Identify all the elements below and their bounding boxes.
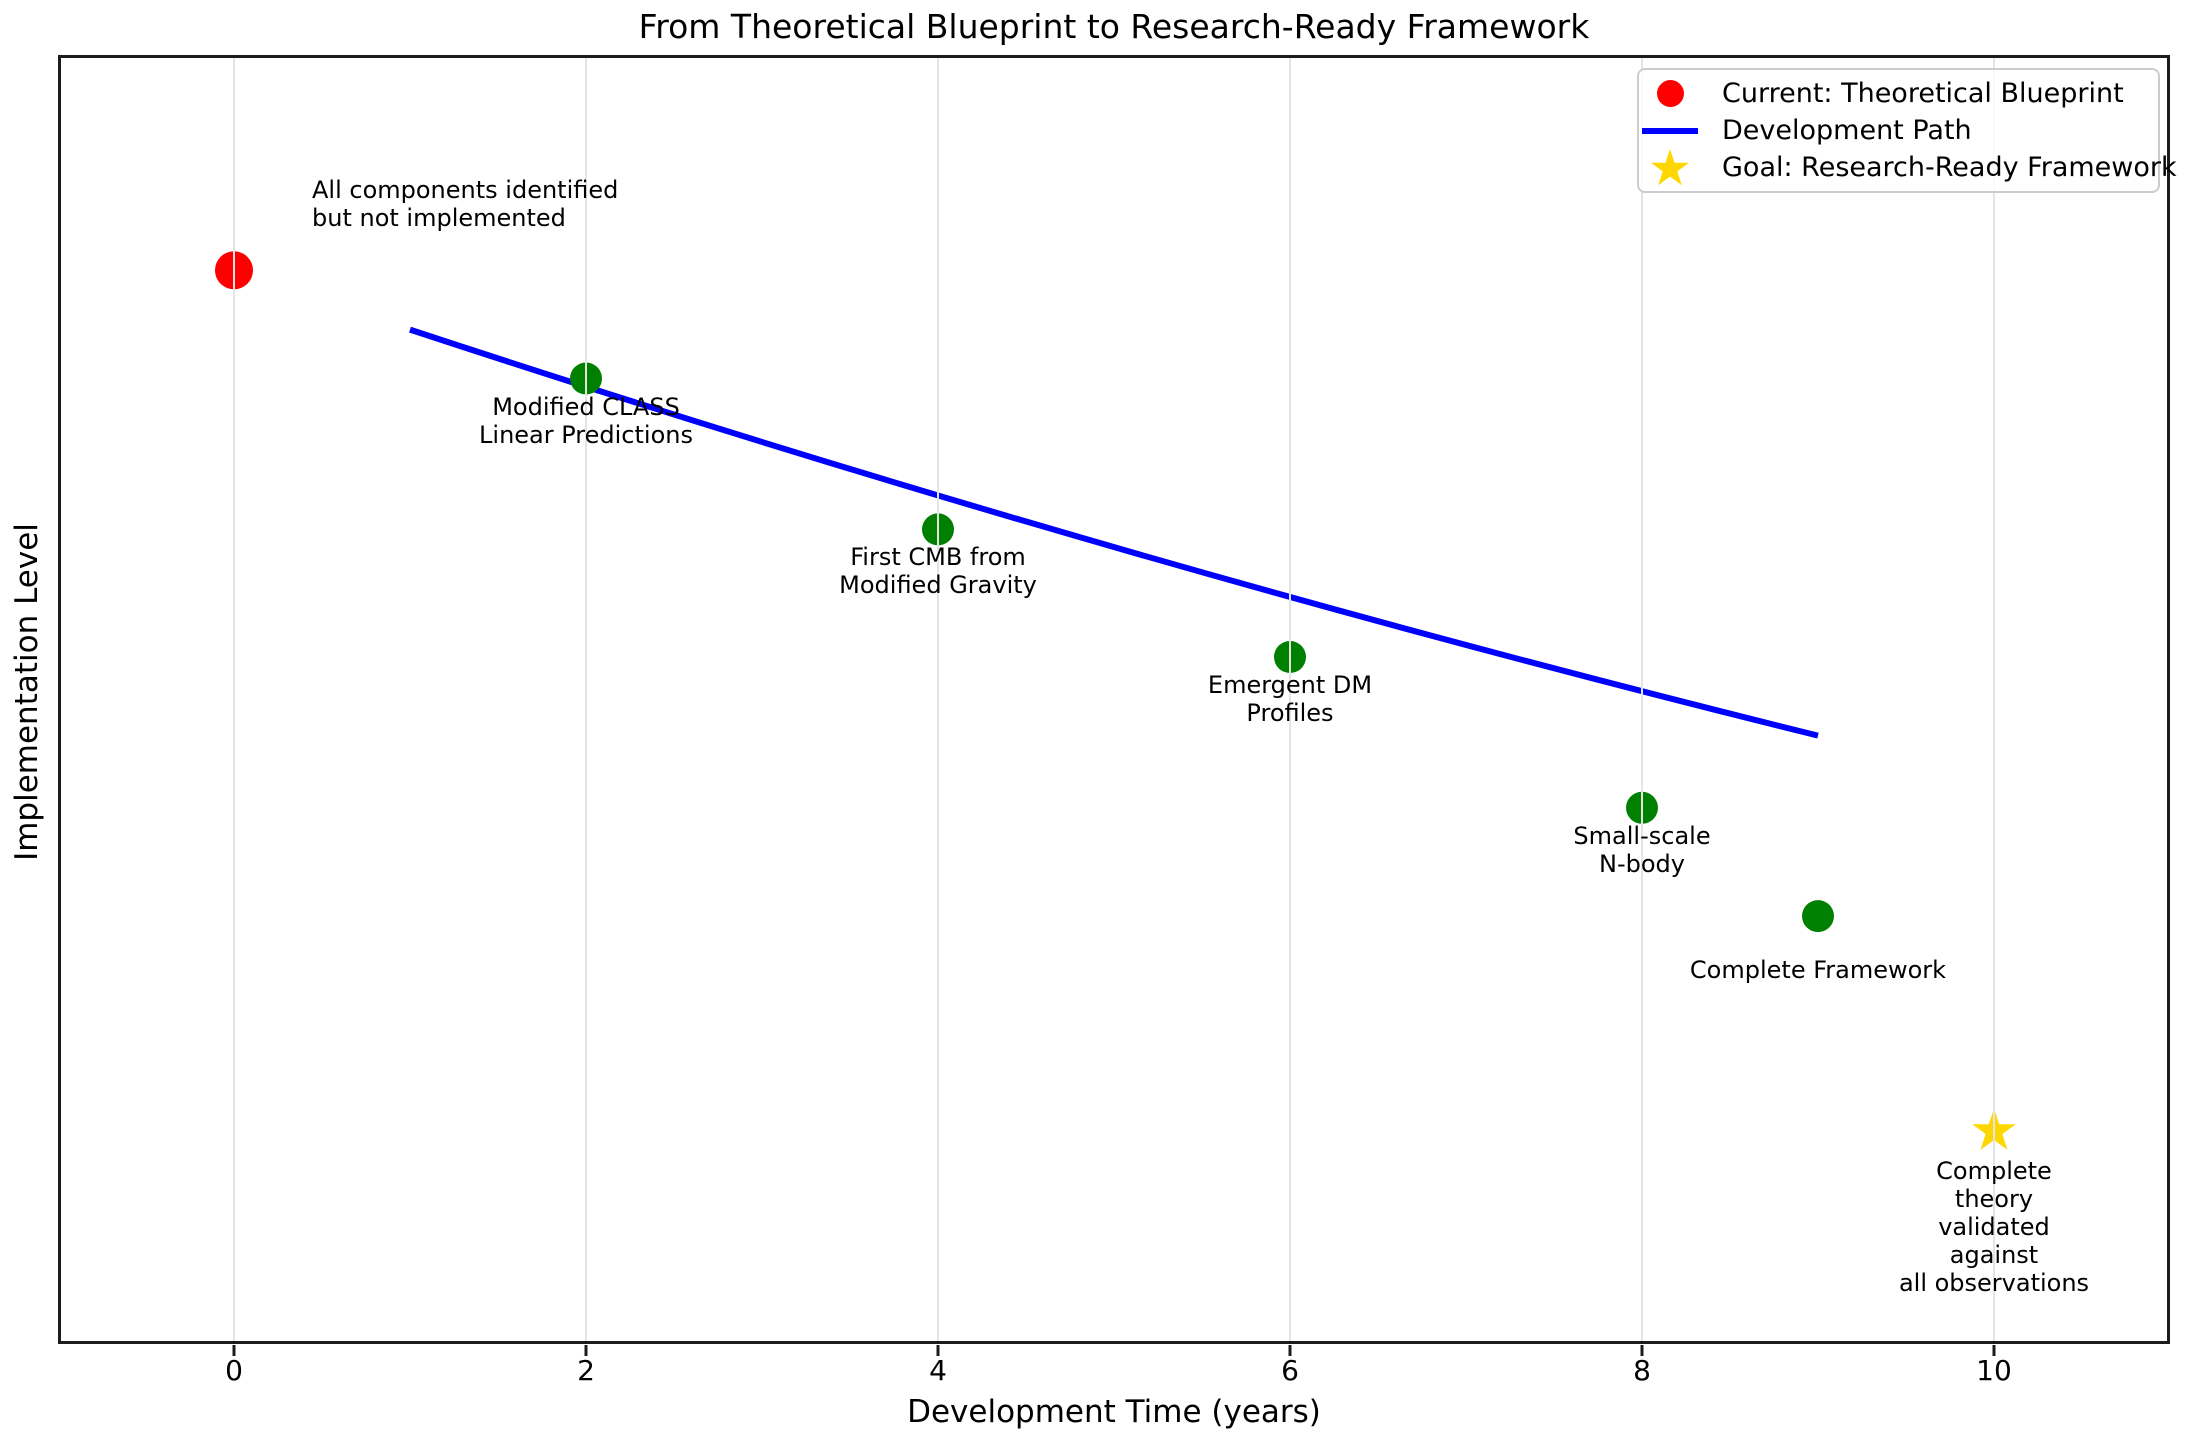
milestone-complete-framework-label: Complete Framework (1689, 956, 1947, 985)
legend: Current: Theoretical Blueprint Developmen… (1637, 68, 2177, 193)
milestone-first-cmb-label: First CMB from Modified Gravity (839, 543, 1037, 600)
x-tick-label-0: 0 (225, 1354, 243, 1387)
legend-entry-0: Current: Theoretical Blueprint (1639, 75, 2158, 112)
legend-current-dot-icon (1656, 80, 1684, 107)
legend-entry-2: Goal: Research-Ready Framework (1639, 148, 2177, 186)
x-tick-label-4: 4 (929, 1354, 947, 1387)
x-tick-label-8: 8 (1633, 1354, 1651, 1387)
milestone-complete-framework-marker (1802, 900, 1834, 933)
milestone-emergent-dm-label: Emergent DM Profiles (1207, 670, 1373, 727)
current-state-label: All components identified but not implem… (312, 176, 619, 233)
y-axis-label: Implementation Level (9, 523, 45, 861)
legend-path-line-icon (1642, 127, 1698, 134)
x-tick-label-10: 10 (1976, 1354, 2012, 1387)
star-shape (1651, 148, 1689, 185)
x-axis-label: Development Time (years) (907, 1394, 1321, 1430)
legend-goal-star-icon (1651, 148, 1689, 185)
milestone-modified-class-label: Modified CLASS Linear Predictions (479, 392, 693, 449)
goal-state-label: Complete theory validated against all ob… (1898, 1157, 2090, 1298)
development-path-line (409, 326, 1819, 739)
legend-entry-label: Goal: Research-Ready Framework (1722, 152, 2177, 183)
legend-entry-label: Current: Theoretical Blueprint (1722, 78, 2124, 109)
x-tick-label-6: 6 (1281, 1354, 1299, 1387)
plot-frame (58, 55, 2170, 1344)
x-tick-label-2: 2 (577, 1354, 595, 1387)
legend-entry-label: Development Path (1722, 115, 1972, 146)
milestone-small-scale-nbody-label: Small-scale N-body (1573, 821, 1711, 878)
legend-marker-circle (1639, 80, 1701, 107)
legend-entry-1: Development Path (1639, 112, 2158, 149)
chart-title: From Theoretical Blueprint to Research-R… (638, 7, 1590, 46)
legend-marker-star (1639, 146, 1701, 190)
legend-marker-line (1639, 127, 1701, 134)
